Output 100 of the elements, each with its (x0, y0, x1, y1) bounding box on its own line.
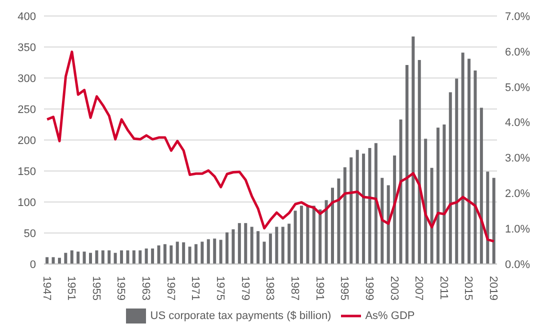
bar (399, 120, 402, 264)
bar (151, 248, 154, 264)
bar (244, 223, 248, 264)
bar (430, 168, 434, 264)
x-tick-label: 1967 (164, 276, 176, 300)
legend-label: US corporate tax payments ($ billion) (150, 310, 332, 322)
bar (219, 240, 222, 264)
bar (318, 209, 322, 264)
bar (461, 52, 464, 264)
bar (232, 229, 235, 264)
y-tick-label: 300 (18, 72, 36, 85)
bar (486, 172, 490, 264)
bar (170, 245, 173, 264)
x-tick-label: 1959 (114, 276, 127, 300)
bar (480, 108, 483, 264)
x-tick-label: 1983 (264, 276, 276, 300)
bar (64, 252, 68, 264)
bar (194, 244, 198, 264)
x-tick-label: 1951 (65, 276, 78, 300)
x-tick-label: 1987 (288, 276, 300, 300)
x-tick-label: 1947 (40, 276, 52, 300)
x-tick-label: 1971 (189, 276, 202, 300)
bar (448, 92, 452, 264)
bar (138, 250, 142, 264)
x-tick-label: 1975 (214, 276, 226, 300)
bar (268, 234, 272, 264)
bar (114, 252, 117, 264)
bar (405, 64, 408, 264)
y-tick-label: 100 (18, 196, 36, 209)
bar (182, 242, 186, 264)
x-tick-label: 2015 (462, 276, 474, 300)
y2-tick-label: 2.0% (505, 188, 530, 200)
bar (70, 250, 74, 264)
x-tick-label: 1979 (238, 276, 251, 300)
bar (46, 257, 49, 264)
y-tick-label: 250 (18, 104, 36, 116)
bar (331, 188, 334, 264)
bar (374, 143, 378, 264)
x-tick-label: 2003 (388, 276, 400, 300)
x-tick-label: 2019 (487, 276, 500, 300)
bar (468, 58, 471, 264)
bar (393, 156, 396, 264)
y-tick-label: 150 (18, 166, 36, 178)
bar (294, 210, 297, 264)
y2-tick-label: 0.0% (505, 258, 530, 271)
bar (386, 185, 390, 264)
line-series (46, 50, 496, 243)
bar (343, 167, 346, 264)
bar (238, 223, 241, 264)
bar (436, 128, 440, 264)
bar (418, 60, 421, 264)
bar (324, 200, 328, 264)
bar (82, 252, 86, 264)
bar (337, 178, 340, 264)
bar (306, 206, 310, 264)
bar (95, 250, 98, 264)
y-tick-label: 200 (18, 134, 36, 147)
bar (256, 231, 260, 264)
y2-tick-label: 4.0% (505, 117, 530, 130)
bar (281, 226, 284, 264)
bar (412, 36, 415, 264)
y2-tick-label: 1.0% (505, 223, 530, 236)
y-tick-label: 0 (30, 258, 36, 271)
bar (380, 178, 384, 264)
y-tick-label: 350 (18, 42, 36, 54)
y-tick-label: 400 (18, 10, 36, 23)
bar (200, 242, 204, 264)
bar (288, 224, 291, 264)
y2-tick-label: 7.0% (505, 10, 530, 23)
y2-tick-label: 3.0% (505, 152, 530, 165)
bar (144, 248, 148, 264)
bar (350, 157, 353, 264)
bar (176, 242, 179, 264)
bar (368, 148, 372, 264)
bar (52, 257, 55, 264)
bar (474, 70, 477, 264)
bar (126, 250, 130, 264)
bar (275, 226, 278, 264)
y2-tick-label: 6.0% (505, 46, 530, 58)
bar (262, 242, 266, 264)
bar (163, 244, 166, 264)
bar (300, 206, 303, 264)
x-tick-label: 2007 (412, 276, 425, 300)
x-tick-label: 1955 (90, 276, 102, 300)
bar (188, 246, 192, 264)
bar (356, 150, 359, 264)
legend-label: As% GDP (365, 310, 415, 322)
x-tick-label: 1995 (338, 276, 350, 300)
bar (455, 78, 458, 264)
y2-tick-label: 5.0% (505, 82, 530, 94)
bar (120, 250, 124, 264)
bar (108, 250, 111, 264)
bar (206, 239, 210, 264)
bar (76, 252, 80, 264)
bar (492, 178, 496, 264)
bar (157, 245, 160, 264)
bar (226, 232, 229, 264)
bar (132, 250, 136, 264)
y-tick-label: 50 (24, 228, 36, 240)
bar (424, 138, 428, 264)
